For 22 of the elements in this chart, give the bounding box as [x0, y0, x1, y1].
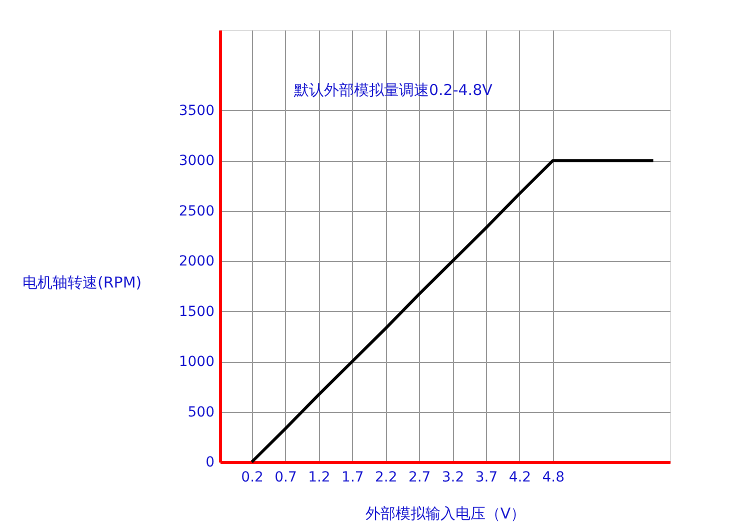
- y-axis-title: 电机轴转速(RPM): [22, 274, 142, 292]
- x-tick-label: 1.2: [308, 470, 330, 486]
- y-tick-label: 2500: [178, 203, 214, 220]
- y-tick-label: 0: [206, 454, 214, 470]
- y-tick-label: 3000: [178, 153, 214, 170]
- y-tick-label: 1500: [178, 304, 214, 320]
- x-tick-label: 2.2: [374, 470, 398, 486]
- x-tick-label: 0.7: [274, 470, 297, 486]
- x-tick-label: 0.2: [241, 470, 264, 486]
- text: 默认外部模拟量调速0.2-4.8V: [293, 81, 494, 99]
- x-tick-label: 3.7: [475, 470, 498, 486]
- x-tick-label: 4.2: [508, 470, 532, 486]
- x-tick-label: 4.8: [542, 470, 565, 486]
- x-tick-label: 3.2: [442, 470, 464, 486]
- x-axis-title: 外部模拟输入电压（V）: [365, 504, 526, 522]
- y-tick-label: 3500: [178, 102, 214, 119]
- y-tick-label: 1000: [178, 354, 214, 370]
- line-series: [250, 159, 655, 464]
- y-tick-label: 2000: [178, 254, 214, 270]
- y-tick-label: 500: [188, 404, 214, 420]
- x-tick-label: 2.7: [408, 470, 431, 486]
- x-tick-label: 1.7: [342, 470, 364, 486]
